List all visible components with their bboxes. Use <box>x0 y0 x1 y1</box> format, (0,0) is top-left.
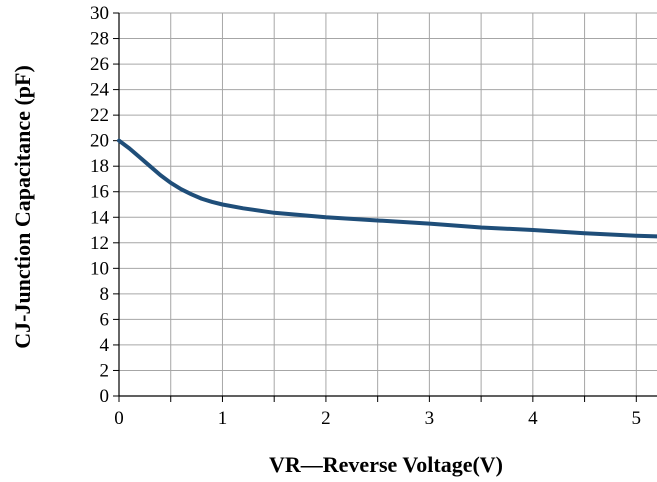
axes <box>113 12 657 402</box>
x-tick-labels: 0 1 2 3 4 5 <box>114 408 641 429</box>
y-tick-label: 8 <box>100 284 110 305</box>
y-tick-label: 14 <box>90 207 110 228</box>
x-tick-label: 2 <box>321 408 331 429</box>
y-tick-label: 30 <box>90 3 109 24</box>
x-tick-label: 3 <box>425 408 435 429</box>
y-tick-label: 12 <box>90 233 109 254</box>
y-tick-label: 16 <box>90 182 109 203</box>
y-tick-label: 6 <box>100 309 110 330</box>
y-tick-label: 0 <box>100 386 110 407</box>
x-tick-label: 0 <box>114 408 124 429</box>
x-axis-title: VR—Reverse Voltage(V) <box>269 452 503 477</box>
x-tick-label: 1 <box>218 408 228 429</box>
y-tick-label: 4 <box>100 335 110 356</box>
y-tick-label: 22 <box>90 105 109 126</box>
series-layer <box>117 138 657 239</box>
x-tick-label: 4 <box>528 408 538 429</box>
x-tick-label: 5 <box>632 408 642 429</box>
y-axis-title: CJ-Junction Capacitance (pF) <box>10 65 35 349</box>
y-tick-label: 10 <box>90 258 109 279</box>
y-tick-label: 26 <box>90 54 109 75</box>
y-tick-label: 24 <box>90 80 110 101</box>
y-tick-label: 2 <box>100 360 110 381</box>
series-line <box>117 138 657 239</box>
y-tick-label: 28 <box>90 29 109 50</box>
y-tick-label: 20 <box>90 131 109 152</box>
y-tick-label: 18 <box>90 156 109 177</box>
grid <box>119 12 657 396</box>
